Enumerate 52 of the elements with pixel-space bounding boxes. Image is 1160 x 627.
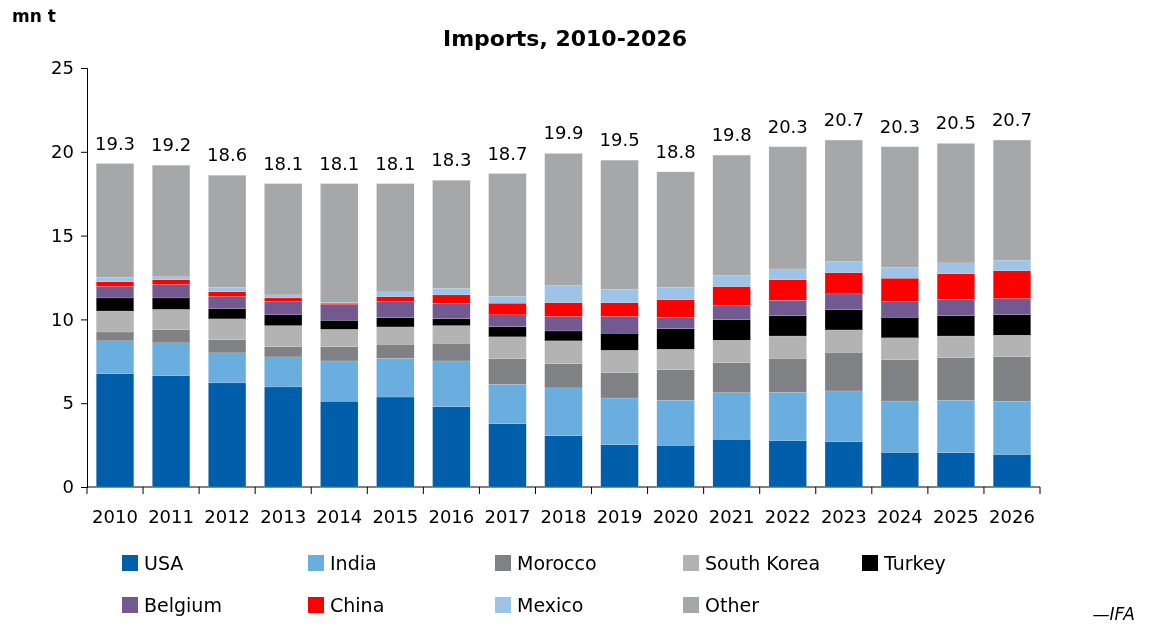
x-tick-label: 2016	[428, 506, 475, 527]
legend-label: USA	[144, 552, 184, 574]
total-label: 18.3	[431, 149, 472, 171]
legend-label: Other	[705, 594, 760, 616]
x-tick-label: 2013	[260, 506, 307, 527]
legend-label: Belgium	[144, 594, 222, 616]
x-tick-label: 2017	[484, 506, 531, 527]
y-axis-title: mn t	[12, 6, 56, 26]
legend-label: India	[330, 552, 377, 574]
total-label: 18.1	[263, 152, 304, 174]
total-label: 19.3	[94, 132, 136, 154]
x-tick-label: 2010	[92, 506, 138, 527]
x-tick-label: 2022	[764, 506, 811, 527]
chart-title: Imports, 2010-2026	[442, 26, 688, 51]
x-tick-label: 2019	[596, 506, 643, 527]
total-label: 19.5	[599, 129, 640, 151]
legend-label: Morocco	[517, 552, 597, 574]
legend-label: China	[330, 594, 385, 616]
x-tick-label: 2014	[316, 506, 363, 527]
text: —IFA	[1092, 604, 1135, 624]
y-tick-label: 5	[62, 392, 74, 414]
legend-label: Turkey	[883, 552, 946, 574]
total-label: 19.2	[151, 134, 192, 156]
total-label: 20.7	[991, 109, 1033, 131]
y-tick-label: 20	[51, 141, 74, 163]
total-label: 18.7	[487, 142, 528, 164]
total-label: 19.9	[543, 122, 584, 144]
legend-label: South Korea	[705, 552, 821, 574]
total-label: 19.8	[711, 124, 752, 146]
total-label: 20.7	[823, 109, 864, 131]
y-tick-label: 25	[51, 57, 74, 79]
x-tick-label: 2024	[876, 506, 923, 527]
x-tick-label: 2023	[820, 506, 867, 527]
x-tick-label: 2012	[204, 506, 251, 527]
x-tick-label: 2020	[652, 506, 699, 527]
total-label: 18.1	[375, 152, 416, 174]
total-label: 18.6	[207, 144, 248, 166]
x-tick-label: 2021	[708, 506, 755, 527]
total-label: 20.3	[767, 115, 808, 137]
total-label: 18.8	[655, 140, 696, 162]
x-tick-label: 2011	[148, 506, 194, 527]
y-tick-label: 0	[62, 476, 74, 498]
x-tick-label: 2026	[989, 506, 1035, 527]
total-label: 20.3	[879, 115, 920, 137]
total-label: 20.5	[935, 112, 976, 134]
total-label: 18.1	[319, 152, 360, 174]
legend-label: Mexico	[517, 594, 584, 616]
y-tick-label: 15	[51, 224, 74, 246]
x-tick-label: 2025	[933, 506, 979, 527]
x-tick-label: 2015	[372, 506, 419, 527]
x-tick-label: 2018	[540, 506, 587, 527]
y-tick-label: 10	[51, 308, 74, 330]
